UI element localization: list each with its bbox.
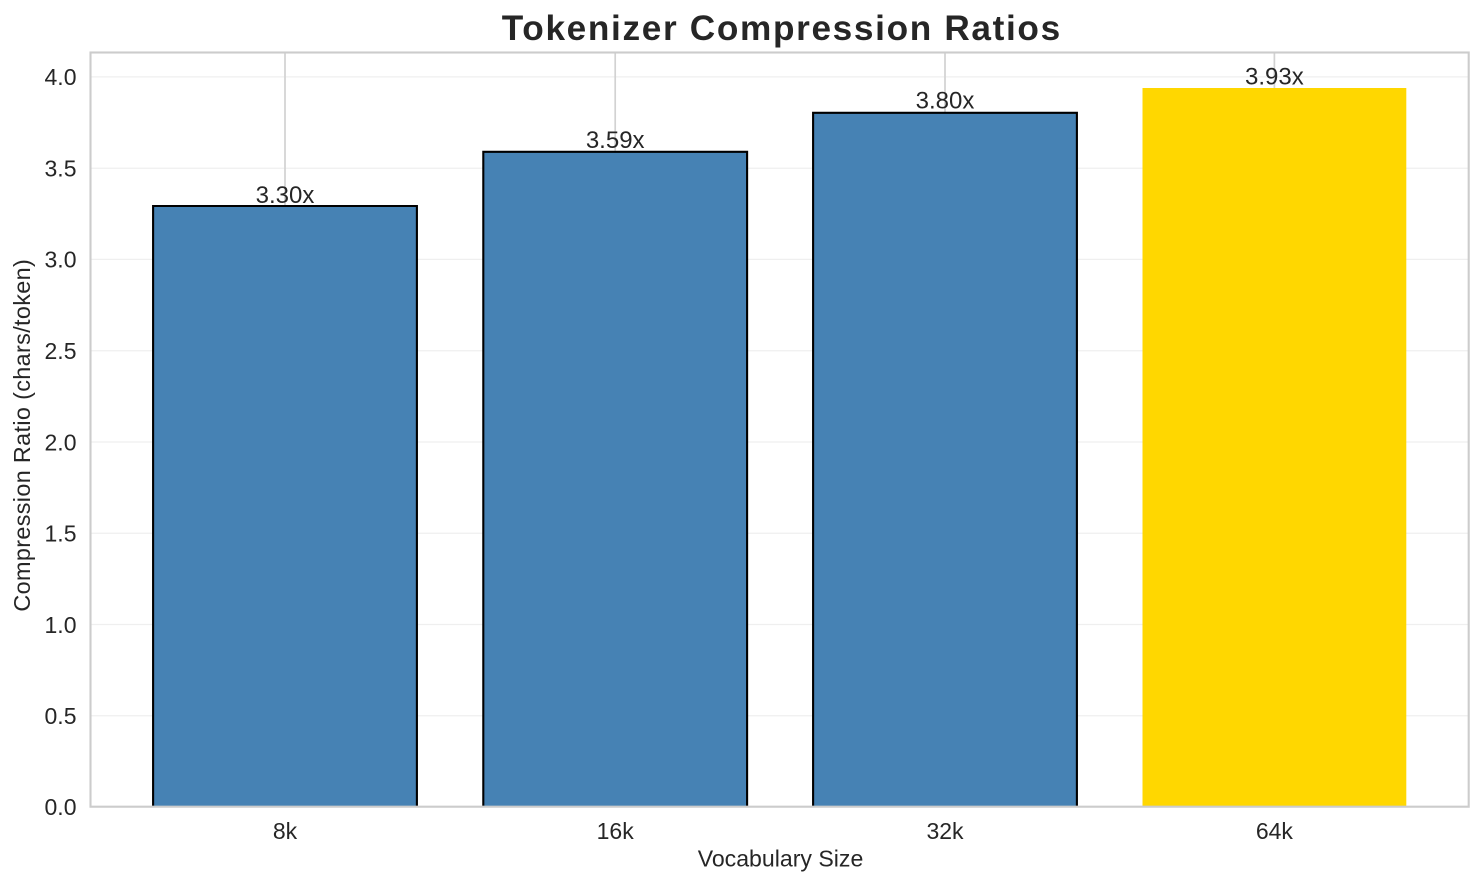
svg-text:2.0: 2.0 xyxy=(45,429,77,455)
svg-text:3.80x: 3.80x xyxy=(916,88,975,115)
svg-text:Compression Ratio (chars/token: Compression Ratio (chars/token) xyxy=(9,259,35,612)
svg-text:2.5: 2.5 xyxy=(45,338,77,364)
svg-text:64k: 64k xyxy=(1256,818,1294,844)
svg-text:Vocabulary Size: Vocabulary Size xyxy=(698,845,864,871)
svg-text:3.30x: 3.30x xyxy=(256,182,315,209)
svg-text:3.0: 3.0 xyxy=(45,247,77,273)
svg-text:16k: 16k xyxy=(597,818,635,844)
svg-text:3.5: 3.5 xyxy=(45,156,77,182)
svg-text:1.0: 1.0 xyxy=(45,612,77,638)
svg-text:4.0: 4.0 xyxy=(45,64,77,90)
svg-text:0.5: 0.5 xyxy=(45,703,77,729)
svg-text:3.59x: 3.59x xyxy=(586,127,645,154)
svg-text:3.93x: 3.93x xyxy=(1245,64,1304,91)
svg-text:0.0: 0.0 xyxy=(45,794,77,820)
svg-text:8k: 8k xyxy=(273,818,298,844)
svg-text:32k: 32k xyxy=(926,818,964,844)
svg-text:Tokenizer Compression Ratios: Tokenizer Compression Ratios xyxy=(502,9,1062,48)
svg-text:1.5: 1.5 xyxy=(45,521,77,547)
